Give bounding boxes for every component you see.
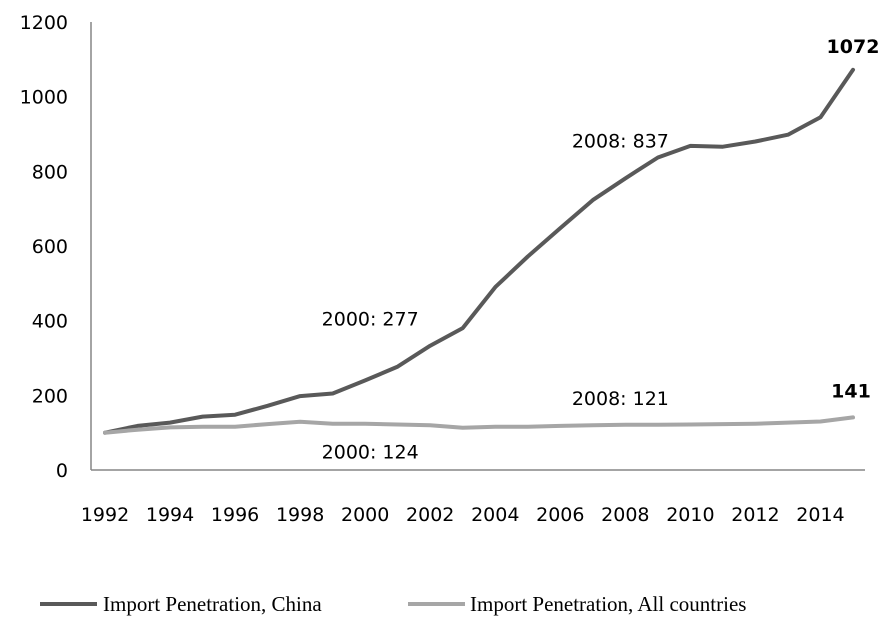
legend-label: Import Penetration, All countries — [470, 592, 746, 616]
series-line-all-countries — [103, 415, 855, 435]
x-tick-label: 1994 — [146, 504, 194, 526]
data-label: 2000: 277 — [322, 309, 419, 331]
data-label: 1072 — [827, 36, 880, 58]
y-tick-label: 1000 — [20, 87, 68, 109]
x-tick-label: 2006 — [536, 504, 584, 526]
x-tick-labels: 1992 1994 1996 1998 2000 2002 2004 2006 2008 2010… — [81, 504, 845, 526]
y-tick-label: 400 — [32, 311, 68, 333]
y-tick-label: 0 — [56, 460, 68, 482]
legend: Import Penetration, China Import Penetrat… — [40, 592, 746, 616]
data-label: 2008: 837 — [572, 131, 669, 153]
legend-item-all-countries: Import Penetration, All countries — [408, 592, 746, 616]
x-tick-label: 1998 — [276, 504, 324, 526]
x-tick-label: 2010 — [666, 504, 714, 526]
x-tick-label: 1996 — [211, 504, 259, 526]
data-label: 2000: 124 — [322, 442, 419, 464]
y-tick-labels: 0 200 400 600 800 1000 1200 — [20, 12, 68, 482]
x-tick-label: 2004 — [471, 504, 519, 526]
y-tick-label: 800 — [32, 161, 68, 183]
x-tick-label: 2000 — [341, 504, 389, 526]
y-tick-label: 1200 — [20, 12, 68, 34]
legend-label: Import Penetration, China — [103, 592, 322, 616]
y-tick-label: 200 — [32, 385, 68, 407]
data-label: 141 — [831, 380, 871, 402]
x-tick-label: 2012 — [731, 504, 779, 526]
annotations: 2000: 277 2008: 837 1072 2000: 124 2008: 121… — [322, 36, 880, 464]
y-tick-label: 600 — [32, 236, 68, 258]
x-tick-label: 1992 — [81, 504, 129, 526]
x-tick-label: 2008 — [601, 504, 649, 526]
x-tick-label: 2002 — [406, 504, 454, 526]
legend-item-china: Import Penetration, China — [40, 592, 322, 616]
series-line-china — [103, 67, 855, 435]
axes — [90, 22, 865, 471]
data-label: 2008: 121 — [572, 388, 669, 410]
series-lines — [103, 67, 855, 435]
x-tick-label: 2014 — [796, 504, 844, 526]
